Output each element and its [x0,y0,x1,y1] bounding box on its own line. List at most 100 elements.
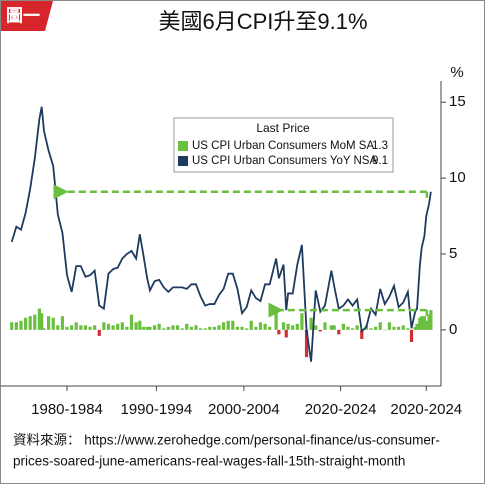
legend-value: 1.3 [372,140,388,152]
bar [350,328,355,330]
bar [429,310,433,330]
bar [162,328,166,330]
bar [295,323,299,330]
legend-label: US CPI Urban Consumers YoY NSA [192,155,377,167]
bar [422,316,427,330]
line [10,106,432,362]
bar [106,323,111,330]
bar [337,329,341,335]
bar [47,316,51,330]
bar [226,320,230,330]
y-tick-label: 10 [449,169,466,186]
tag-badge [1,1,53,31]
bar [314,325,318,330]
bar [274,311,278,330]
bar [189,326,193,330]
bar [281,322,286,330]
bar [88,326,92,330]
bar [166,326,170,330]
bar [198,328,203,330]
bar [401,325,405,330]
bar [111,325,115,330]
bar [212,326,217,330]
legend-swatch [178,141,188,151]
bar [97,329,101,336]
bar [171,325,175,330]
bar [291,325,295,330]
bar [369,328,373,330]
legend-box [173,117,394,173]
y-tick-label: 5 [449,245,457,262]
bar [268,326,272,330]
tag: 圖一 [6,6,40,25]
bar [409,329,414,342]
bar [134,322,138,330]
bar [19,320,23,330]
legend-value: 9.1 [372,155,388,167]
bar [14,322,18,330]
bar [374,326,378,330]
bar [284,329,288,338]
source: prices-soared-june-americans-real-wages-… [13,454,405,469]
bar [263,323,267,330]
bar [424,320,428,330]
bar [286,323,290,330]
y-tick-label: 15 [449,93,466,110]
bar [74,322,78,330]
bar [65,326,69,330]
bar [83,325,88,330]
bar [42,328,46,330]
bar [420,316,424,330]
bar [304,329,309,358]
bar [249,320,253,330]
bar [116,323,120,330]
bar [397,326,401,330]
bar [145,326,149,330]
x-tick-label: 1990-1994 [121,401,193,418]
bar [125,326,129,330]
bar [341,323,345,330]
bar [427,314,431,330]
bar [203,328,207,330]
bar [406,328,410,330]
bar [70,325,74,330]
x-tick-label: 1980-1984 [31,401,103,418]
bar [323,322,327,330]
bar [148,326,152,330]
bar [194,325,198,330]
bar [332,325,336,330]
bar [10,322,14,330]
bar [222,322,226,330]
y-axis-label: % [450,64,463,81]
bar [157,323,161,330]
bar [152,325,157,330]
bar [120,322,124,330]
bar [141,326,146,330]
bar [235,326,240,330]
bar [60,316,65,330]
bar [387,322,392,330]
bar [277,329,281,335]
bar [56,325,60,330]
bar [258,322,263,330]
bar [93,325,97,330]
bar [383,329,387,331]
bar [360,329,364,339]
bar [129,314,134,330]
bar [254,326,258,330]
bar [318,329,322,332]
bar [231,320,235,330]
x-tick-label: 2020-2024 [305,401,377,418]
bar [102,322,106,330]
bar [37,308,41,330]
x-tick-label: 2000-2004 [208,401,280,418]
y-tick-label: 0 [449,321,457,338]
bar [346,326,350,330]
bar [392,326,396,330]
source: 資料來源： https://www.zerohedge.com/personal… [13,433,440,448]
bar [40,313,44,330]
legend-title: Last Price [256,121,310,135]
bar [418,317,422,330]
bar [79,325,83,330]
